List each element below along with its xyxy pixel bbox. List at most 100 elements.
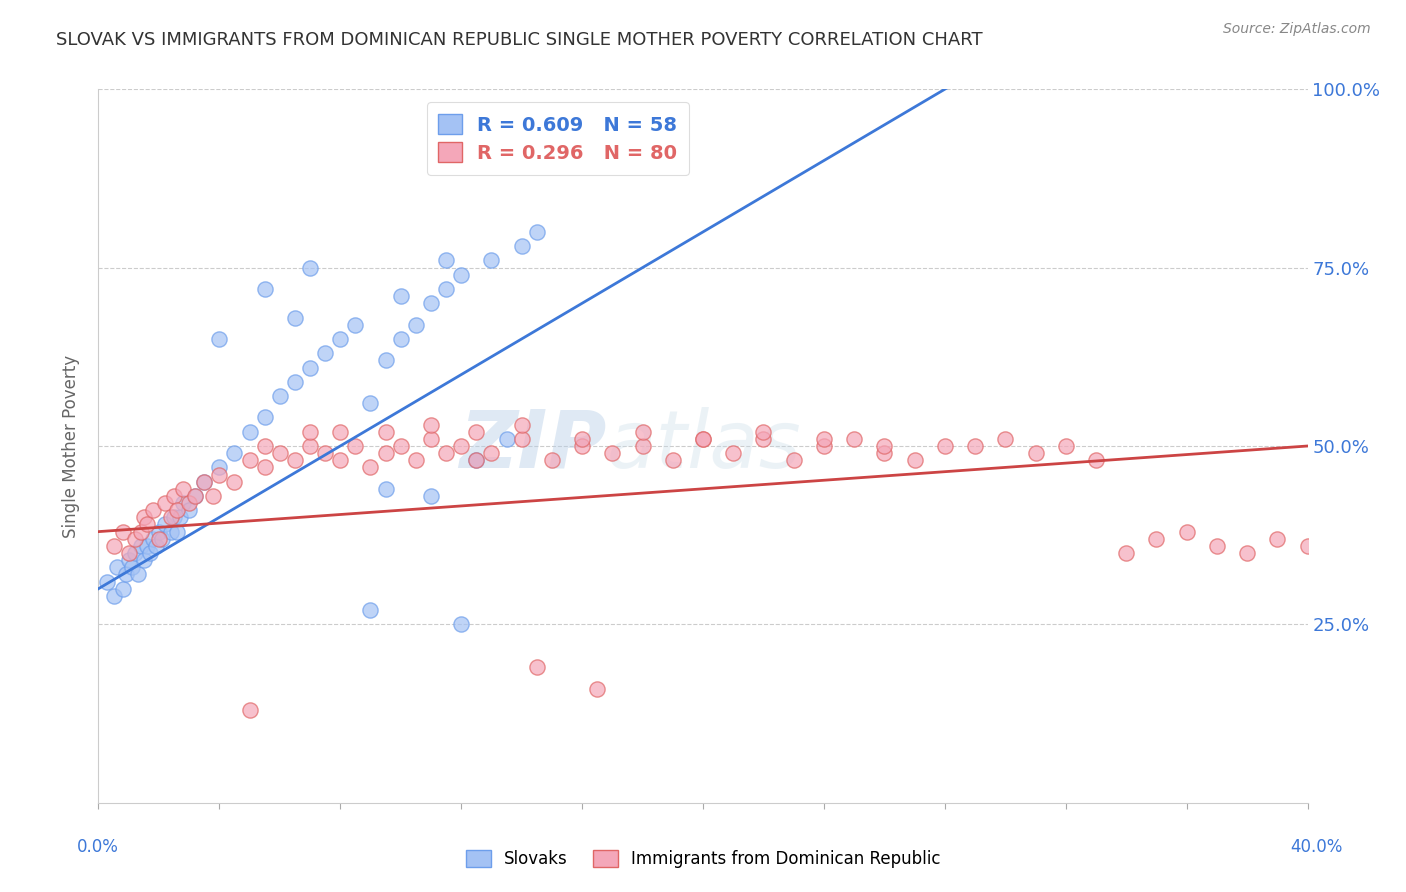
Point: [1115, 546, 1137, 560]
Point: [420, 432, 443, 446]
Point: [1085, 453, 1108, 467]
Point: [510, 239, 533, 253]
Point: [299, 360, 322, 375]
Point: [269, 389, 291, 403]
Point: [420, 489, 443, 503]
Point: [586, 681, 609, 696]
Text: 40.0%: 40.0%: [1291, 838, 1343, 855]
Point: [904, 453, 927, 467]
Point: [434, 282, 457, 296]
Point: [208, 460, 231, 475]
Point: [135, 517, 157, 532]
Point: [193, 475, 215, 489]
Point: [360, 396, 382, 410]
Point: [299, 439, 322, 453]
Point: [163, 489, 186, 503]
Point: [129, 539, 152, 553]
Point: [783, 453, 806, 467]
Point: [389, 332, 412, 346]
Point: [329, 425, 352, 439]
Point: [179, 496, 201, 510]
Point: [127, 567, 149, 582]
Point: [631, 425, 654, 439]
Point: [153, 517, 176, 532]
Point: [111, 524, 134, 539]
Text: ZIP: ZIP: [458, 407, 606, 485]
Point: [132, 553, 155, 567]
Point: [510, 432, 533, 446]
Point: [172, 496, 194, 510]
Point: [813, 439, 835, 453]
Point: [450, 439, 472, 453]
Point: [208, 332, 231, 346]
Point: [602, 446, 624, 460]
Point: [118, 546, 141, 560]
Point: [692, 432, 714, 446]
Point: [129, 524, 152, 539]
Point: [145, 539, 167, 553]
Point: [184, 489, 207, 503]
Point: [193, 475, 215, 489]
Point: [1206, 539, 1229, 553]
Point: [239, 703, 262, 717]
Point: [124, 546, 146, 560]
Point: [114, 567, 136, 582]
Point: [139, 546, 162, 560]
Point: [103, 589, 125, 603]
Point: [965, 439, 987, 453]
Point: [1296, 539, 1319, 553]
Text: Source: ZipAtlas.com: Source: ZipAtlas.com: [1223, 22, 1371, 37]
Point: [813, 432, 835, 446]
Point: [510, 417, 533, 432]
Point: [1054, 439, 1077, 453]
Point: [163, 510, 186, 524]
Point: [389, 289, 412, 303]
Point: [434, 446, 457, 460]
Point: [148, 532, 170, 546]
Point: [284, 375, 307, 389]
Point: [1236, 546, 1258, 560]
Point: [420, 296, 443, 310]
Point: [495, 432, 517, 446]
Point: [253, 460, 276, 475]
Point: [465, 425, 488, 439]
Point: [224, 446, 246, 460]
Point: [374, 425, 396, 439]
Point: [481, 446, 503, 460]
Point: [105, 560, 128, 574]
Point: [344, 318, 367, 332]
Legend: Slovaks, Immigrants from Dominican Republic: Slovaks, Immigrants from Dominican Repub…: [458, 843, 948, 875]
Point: [752, 432, 775, 446]
Point: [169, 510, 191, 524]
Point: [752, 425, 775, 439]
Point: [1267, 532, 1289, 546]
Text: SLOVAK VS IMMIGRANTS FROM DOMINICAN REPUBLIC SINGLE MOTHER POVERTY CORRELATION C: SLOVAK VS IMMIGRANTS FROM DOMINICAN REPU…: [56, 31, 983, 49]
Point: [360, 460, 382, 475]
Point: [450, 617, 472, 632]
Point: [389, 439, 412, 453]
Text: 0.0%: 0.0%: [77, 838, 120, 855]
Point: [202, 489, 225, 503]
Point: [526, 660, 548, 674]
Point: [103, 539, 125, 553]
Point: [405, 453, 427, 467]
Point: [631, 439, 654, 453]
Point: [1175, 524, 1198, 539]
Point: [661, 453, 683, 467]
Point: [844, 432, 866, 446]
Point: [465, 453, 488, 467]
Point: [208, 467, 231, 482]
Point: [284, 310, 307, 325]
Point: [160, 510, 183, 524]
Point: [253, 439, 276, 453]
Point: [132, 510, 155, 524]
Point: [239, 425, 262, 439]
Point: [299, 425, 322, 439]
Point: [314, 346, 336, 360]
Point: [329, 453, 352, 467]
Point: [239, 453, 262, 467]
Point: [253, 410, 276, 425]
Point: [1146, 532, 1168, 546]
Point: [465, 453, 488, 467]
Point: [166, 503, 188, 517]
